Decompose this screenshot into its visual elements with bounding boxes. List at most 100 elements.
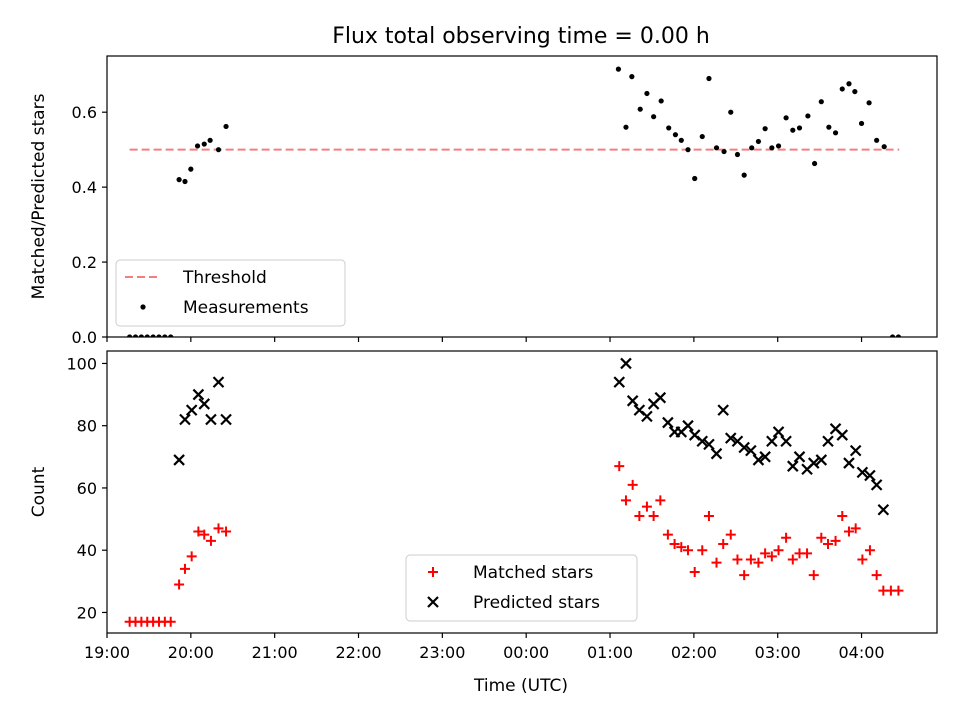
predicted-stars-point <box>849 444 862 457</box>
measurements-point <box>790 127 796 133</box>
measurements-point <box>762 126 768 132</box>
matched-stars-point <box>641 501 652 512</box>
measurements-point <box>168 334 174 337</box>
predicted-stars-point <box>205 413 217 426</box>
measurements-point <box>874 137 880 143</box>
measurements-point <box>666 125 672 131</box>
ratio-panel: 0.0 0.2 0.4 0.6 Matched/Predicted stars Thres… <box>29 55 938 347</box>
measurements-point <box>162 334 168 337</box>
matched-stars-point <box>725 529 736 540</box>
matched-stars-point <box>689 566 700 577</box>
predicted-stars-point <box>220 413 232 426</box>
measurements-point <box>144 334 150 337</box>
axes-frame <box>106 55 938 338</box>
measurements-point <box>749 145 755 151</box>
matched-stars-point <box>614 461 625 472</box>
legend: Matched stars Predicted stars <box>405 554 638 622</box>
y-tick-label: 0.4 <box>72 178 97 197</box>
predicted-stars-point <box>772 426 785 438</box>
y-tick-label: 0.2 <box>72 253 97 272</box>
predicted-stars-point <box>703 438 715 451</box>
measurements-point <box>194 143 201 149</box>
axes-frame <box>106 350 938 634</box>
measurements-point <box>678 137 684 143</box>
matched-stars-point <box>648 510 659 521</box>
measurements-point <box>132 334 139 337</box>
predicted-stars-point <box>864 469 876 482</box>
predicted-stars-point <box>815 454 828 466</box>
legend-label-matched-stars: Matched stars <box>473 563 593 583</box>
x-tick-label: 01:00 <box>587 643 633 662</box>
measurements-point <box>713 145 720 151</box>
series-measurements <box>127 66 902 337</box>
matched-stars-point <box>655 495 666 506</box>
predicted-stars-point <box>717 404 729 416</box>
measurements-point <box>176 177 182 183</box>
predicted-stars-point <box>780 435 792 448</box>
legend-label-threshold: Threshold <box>182 268 267 288</box>
series-matched-stars <box>124 461 904 627</box>
measurements-point <box>623 124 629 130</box>
matched-stars-point <box>871 570 882 581</box>
matched-stars-point <box>620 495 631 506</box>
measurements-point <box>858 120 865 127</box>
predicted-stars-point <box>682 419 694 432</box>
matched-stars-point <box>781 532 792 543</box>
legend-box <box>115 259 346 327</box>
y-tick-label: 80 <box>77 417 97 436</box>
predicted-stars-point <box>822 435 834 448</box>
matched-stars-point <box>802 548 813 559</box>
predicted-stars-point <box>696 435 709 448</box>
legend-label-predicted-stars: Predicted stars <box>473 593 600 613</box>
predicted-stars-point <box>185 404 198 416</box>
matched-stars-point <box>174 579 185 590</box>
matched-stars-point <box>773 545 784 556</box>
measurements-point <box>658 98 664 104</box>
matched-stars-point <box>718 538 729 549</box>
matched-stars-point <box>703 510 714 521</box>
figure-title: Flux total observing time = 0.00 h <box>332 24 710 49</box>
matched-stars-point <box>745 554 756 565</box>
matched-stars-point <box>732 554 743 565</box>
y-tick-label: 0.6 <box>72 103 97 122</box>
predicted-stars-point <box>620 357 632 370</box>
measurements-point <box>637 106 643 112</box>
measurements-point <box>188 166 194 172</box>
measurements-point <box>783 115 789 121</box>
measurements-point <box>811 160 818 167</box>
predicted-stars-point <box>745 444 757 457</box>
measurements-point <box>755 138 762 145</box>
measurements-point <box>651 114 657 120</box>
data-layer <box>127 66 902 337</box>
measurements-point <box>775 143 782 149</box>
matched-stars-point <box>808 570 819 581</box>
matched-stars-point <box>165 616 176 627</box>
x-axis-label: Time (UTC) <box>473 676 568 696</box>
matched-stars-point <box>683 545 693 556</box>
matched-stars-point <box>893 585 904 596</box>
matched-stars-point <box>837 510 848 521</box>
matched-stars-point <box>760 548 771 559</box>
y-tick-label: 20 <box>77 603 97 622</box>
predicted-stars-point <box>793 451 806 463</box>
predicted-stars-point <box>654 391 667 404</box>
matched-stars-point <box>669 538 680 549</box>
matched-stars-point <box>186 551 197 562</box>
measurements-point <box>672 132 679 138</box>
y-tick-label: 60 <box>77 479 97 498</box>
matched-stars-point <box>662 529 673 540</box>
matched-stars-point <box>753 557 764 568</box>
matched-stars-point <box>676 542 687 553</box>
predicted-stars-point <box>173 454 185 466</box>
legend: Threshold Measurements <box>115 259 346 327</box>
legend-handle-measurements <box>140 304 146 310</box>
predicted-stars-point <box>877 503 890 516</box>
measurements-point <box>895 334 902 337</box>
legend-label-measurements: Measurements <box>183 298 309 318</box>
matched-stars-point <box>857 554 868 565</box>
measurements-point <box>832 130 839 136</box>
y-tick-label: 40 <box>77 541 97 560</box>
measurements-point <box>866 100 872 106</box>
predicted-stars-point <box>766 435 778 448</box>
